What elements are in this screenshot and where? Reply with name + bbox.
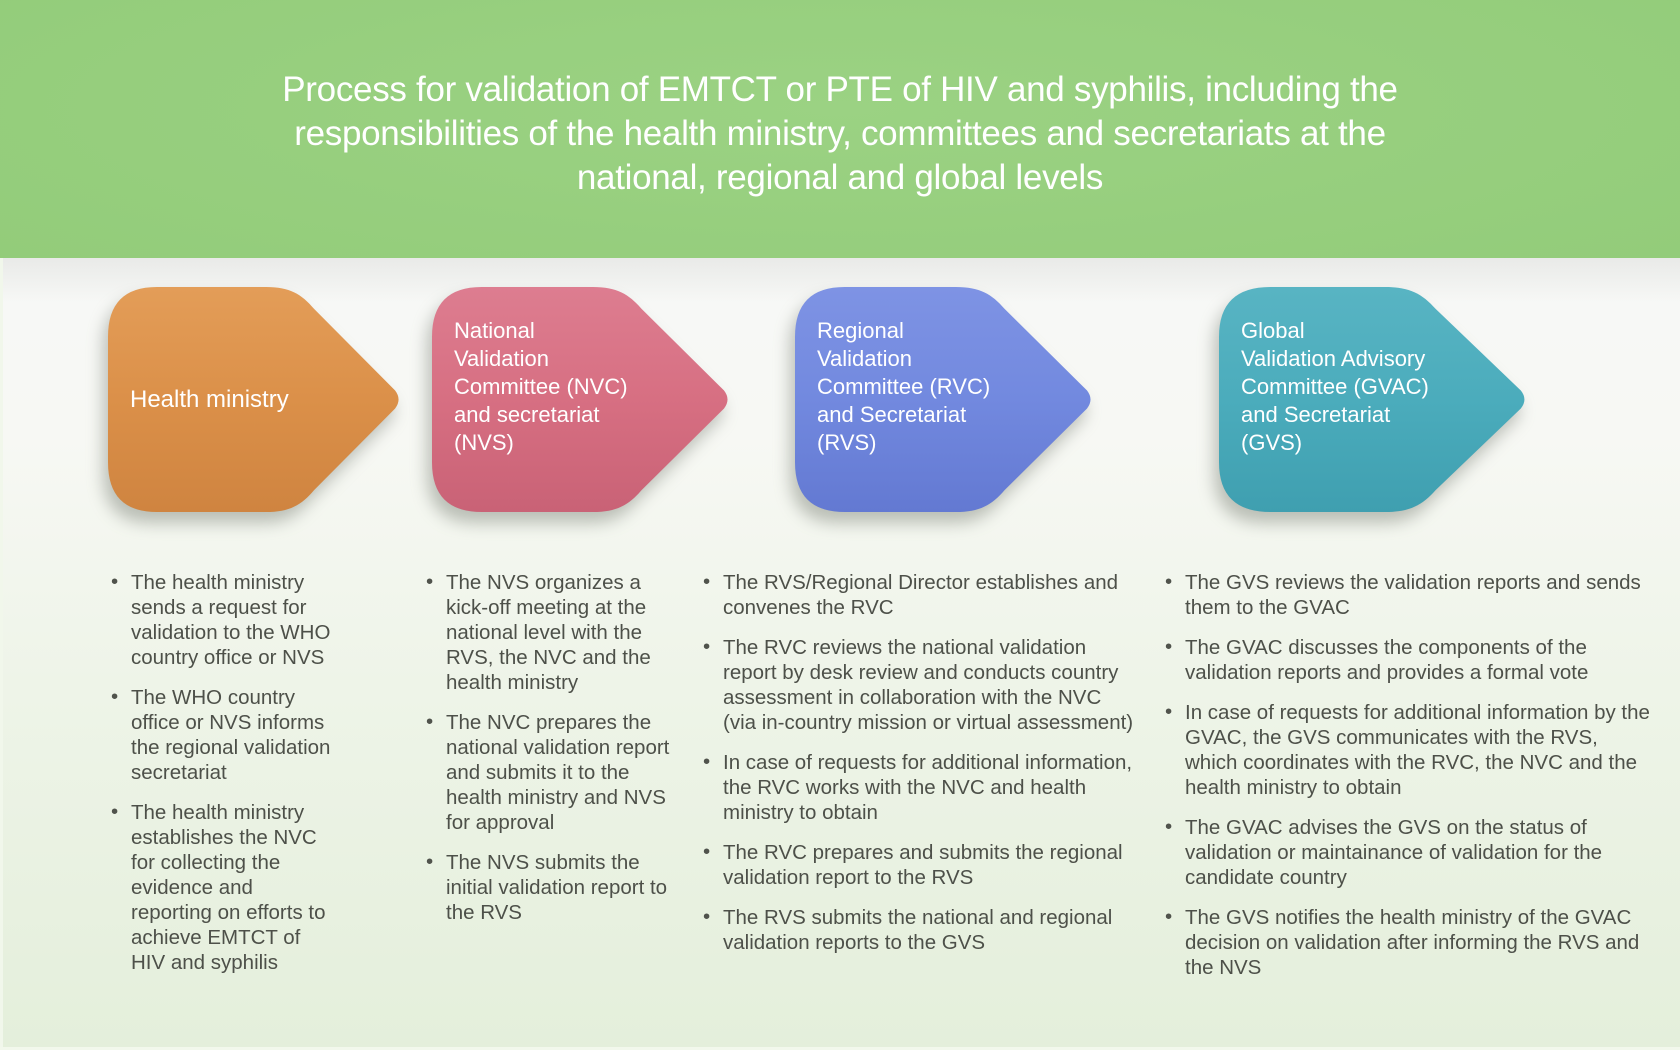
bullet-item: The WHO country office or NVS informs th…	[110, 684, 338, 785]
bullet-item: The RVS submits the national and regiona…	[702, 904, 1140, 955]
bullet-item: The GVAC discusses the components of the…	[1164, 634, 1652, 685]
bullet-item: The GVS notifies the health ministry of …	[1164, 904, 1652, 980]
bullet-item: The NVS organizes a kick-off meeting at …	[425, 569, 670, 695]
content-area: Health ministry The health ministry send…	[0, 258, 1680, 1050]
bullet-item: In case of requests for additional infor…	[1164, 699, 1652, 800]
arrow-path	[795, 287, 1091, 512]
bullet-item: The RVS/Regional Director establishes an…	[702, 569, 1140, 620]
bullet-item: The health ministry sends a request for …	[110, 569, 338, 670]
bullet-item: The NVS submits the initial validation r…	[425, 849, 670, 925]
title-banner: Process for validation of EMTCT or PTE o…	[0, 0, 1680, 258]
page-title: Process for validation of EMTCT or PTE o…	[282, 70, 1398, 197]
bullet-item: The RVC reviews the national validation …	[702, 634, 1140, 735]
bullet-item: In case of requests for additional infor…	[702, 749, 1140, 825]
bullet-list-nvc-nvs: The NVS organizes a kick-off meeting at …	[425, 569, 670, 940]
bullet-list-rvc-rvs: The RVS/Regional Director establishes an…	[702, 569, 1140, 970]
arrow-shape-gvac-gvs	[1219, 287, 1525, 512]
arrow-shape-health-ministry	[108, 287, 399, 512]
bullet-item: The NVC prepares the national validation…	[425, 709, 670, 835]
arrow-shape-rvc-rvs	[795, 287, 1091, 512]
bullet-item: The RVC prepares and submits the regiona…	[702, 839, 1140, 890]
bullet-item: The GVAC advises the GVS on the status o…	[1164, 814, 1652, 890]
arrow-path	[1219, 287, 1525, 512]
bullet-item: The GVS reviews the validation reports a…	[1164, 569, 1652, 620]
arrow-path	[108, 287, 399, 512]
bullet-item: The health ministry establishes the NVC …	[110, 799, 338, 975]
arrow-path	[432, 287, 728, 512]
bullet-list-gvac-gvs: The GVS reviews the validation reports a…	[1164, 569, 1652, 995]
arrow-shape-nvc-nvs	[432, 287, 728, 512]
bullet-list-health-ministry: The health ministry sends a request for …	[110, 569, 338, 990]
